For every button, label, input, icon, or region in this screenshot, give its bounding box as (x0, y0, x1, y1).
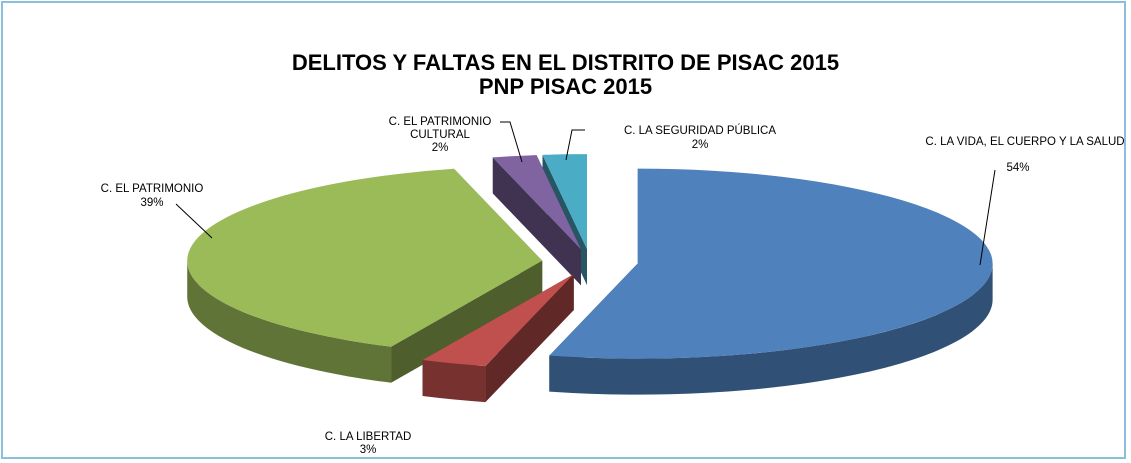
value-label: 2% (691, 139, 709, 151)
pie-slice (422, 274, 574, 403)
category-label: C. LA SEGURIDAD PÚBLICA (623, 125, 777, 137)
category-label: C. EL PATRIMONIO CULTURAL (388, 116, 492, 141)
slice-top (542, 154, 587, 250)
category-label: C. LA LIBERTAD (324, 431, 412, 443)
value-label: 3% (359, 444, 377, 456)
chart-subtitle: PNP PISAC 2015 (478, 74, 653, 99)
leader-line (175, 203, 213, 239)
slice-side (187, 260, 392, 383)
chart-title: DELITOS Y FALTAS EN EL DISTRITO DE PISAC… (291, 50, 840, 75)
leader-line (979, 169, 996, 266)
category-label: C. LA VIDA, EL CUERPO Y LA SALUD (925, 136, 1125, 148)
slice-top (187, 168, 543, 347)
slice-side (549, 263, 993, 395)
pie-slice (187, 168, 543, 383)
slice-wall (492, 157, 582, 286)
pie-slice (492, 155, 582, 286)
value-label: 54% (1006, 162, 1030, 174)
value-label: 39% (140, 197, 164, 209)
slice-side (422, 360, 486, 403)
pie-slice (549, 168, 993, 395)
slice-top (422, 274, 574, 367)
slice-wall (391, 260, 543, 383)
leader-line (565, 129, 585, 161)
value-label: 2% (431, 142, 449, 154)
category-label: C. EL PATRIMONIO (100, 183, 204, 195)
slice-top (492, 155, 582, 250)
leader-line (500, 121, 523, 163)
slice-top (549, 168, 993, 359)
